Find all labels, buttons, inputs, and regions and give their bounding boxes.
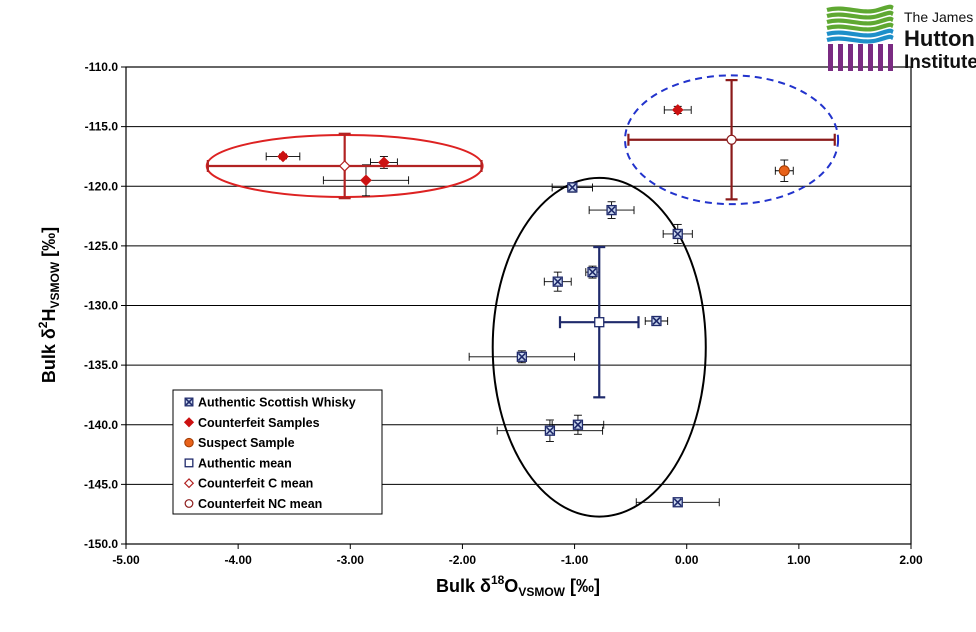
- x-tick-label: -5.00: [112, 553, 140, 567]
- marker-cross: [673, 498, 682, 507]
- marker-cross: [568, 183, 577, 192]
- legend-box: [172, 389, 383, 515]
- logo-stripe: [826, 22, 894, 32]
- logo-bar: [888, 44, 893, 71]
- data-point: [587, 266, 598, 278]
- data-point: [606, 204, 617, 216]
- data-point: [651, 315, 662, 327]
- legend-label: Suspect Sample: [198, 436, 295, 450]
- legend-marker: [184, 437, 194, 448]
- x-tick-label: 0.00: [675, 553, 699, 567]
- y-tick-label: -145.0: [84, 477, 118, 491]
- x-axis-title: Bulk δ18OVSMOW [‰]: [436, 573, 600, 599]
- marker-cross: [588, 268, 597, 277]
- data-point: [277, 150, 289, 163]
- legend-label: Counterfeit Samples: [198, 416, 320, 430]
- data-markers: [277, 104, 790, 508]
- logo-stripe: [826, 10, 894, 20]
- x-tick-label: 1.00: [787, 553, 811, 567]
- data-point: [552, 276, 563, 287]
- data-point: [360, 174, 372, 187]
- logo-line-3: Institute: [904, 52, 976, 73]
- y-tick-label: -140.0: [84, 418, 118, 432]
- y-axis-title: Bulk δ2HVSMOW [‰]: [36, 227, 62, 383]
- legend-label: Counterfeit C mean: [198, 477, 313, 491]
- y-tick-label: -110.0: [85, 60, 119, 74]
- ellipse-counterfeit-nc: [624, 74, 840, 206]
- logo-stripe: [826, 16, 894, 26]
- marker-cross: [545, 426, 554, 435]
- x-tick-label: 2.00: [899, 553, 923, 567]
- legend-marker: [183, 478, 195, 489]
- y-tick-label: -130.0: [84, 299, 118, 313]
- data-point: [672, 228, 683, 240]
- data-point: [778, 165, 790, 177]
- logo-stripe: [826, 34, 894, 44]
- legend-marker: [184, 397, 194, 407]
- x-tick-label: -4.00: [224, 553, 252, 567]
- y-tick-label: -120.0: [84, 179, 118, 193]
- y-axis-ticks: -110.0 -115.0 -120.0 -125.0 -130.0 -135.0 -140…: [84, 60, 126, 551]
- legend-marker: [183, 417, 195, 428]
- legend: Authentic Scottish Whisky Counterfeit Sam…: [172, 389, 383, 515]
- data-point: [672, 497, 683, 508]
- logo-bar: [848, 44, 853, 71]
- marker-cross: [607, 206, 616, 215]
- logo-mark-icon: [826, 4, 894, 71]
- data-point: [726, 134, 737, 145]
- marker-cross: [553, 277, 562, 286]
- marker-cross: [573, 420, 583, 429]
- logo-bar: [868, 44, 873, 71]
- data-point: [516, 351, 528, 362]
- james-hutton-logo: The James Hutton Institute: [826, 4, 976, 73]
- marker-cross: [673, 229, 682, 239]
- data-point: [671, 104, 684, 116]
- logo-line-1: The James: [904, 9, 973, 25]
- logo-bar: [838, 44, 843, 71]
- y-tick-label: -135.0: [84, 358, 118, 372]
- data-point: [338, 160, 351, 172]
- data-point: [572, 419, 584, 430]
- logo-bar: [828, 44, 833, 71]
- logo-line-2: Hutton: [904, 26, 975, 51]
- x-tick-label: -3.00: [337, 553, 365, 567]
- x-tick-label: -1.00: [561, 553, 589, 567]
- x-tick-label: -2.00: [449, 553, 477, 567]
- data-point: [594, 317, 605, 328]
- data-point: [544, 425, 556, 436]
- y-tick-label: -150.0: [84, 537, 118, 551]
- ellipse-authentic: [491, 176, 707, 518]
- data-point: [567, 182, 578, 193]
- marker-cross: [185, 398, 193, 406]
- marker-cross: [652, 316, 661, 326]
- logo-stripe: [826, 4, 894, 14]
- legend-marker: [184, 458, 194, 468]
- x-axis-ticks: -5.00 -4.00 -3.00 -2.00 -1.00 0.00 1.00 2.00: [112, 544, 923, 567]
- legend-label: Authentic Scottish Whisky: [198, 396, 356, 410]
- legend-marker: [184, 499, 194, 508]
- logo-bar: [858, 44, 863, 71]
- logo-bar: [878, 44, 883, 71]
- legend-label: Authentic mean: [198, 456, 292, 470]
- y-tick-label: -125.0: [84, 239, 118, 253]
- marker-cross: [517, 352, 526, 361]
- data-point: [378, 156, 390, 169]
- y-tick-label: -115.0: [85, 120, 119, 134]
- legend-label: Counterfeit NC mean: [198, 497, 322, 511]
- logo-stripe: [826, 28, 894, 38]
